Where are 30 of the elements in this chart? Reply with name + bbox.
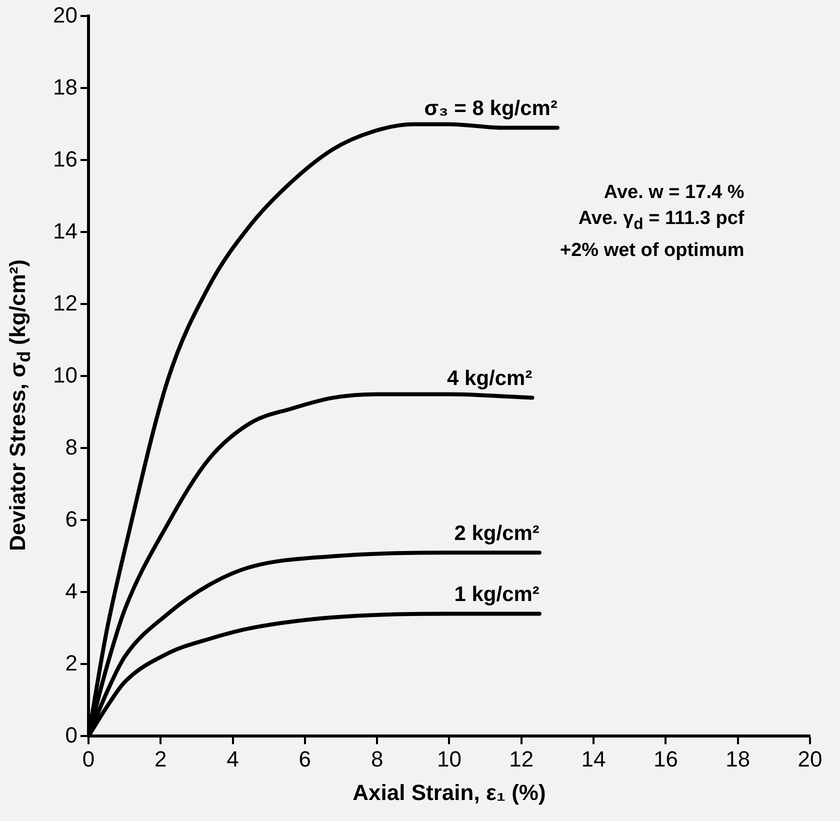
annotation: Ave. w = 17.4 % xyxy=(602,181,744,205)
annotation: Ave. γ$_{d}$ = 111.3 pcf xyxy=(577,207,744,235)
y-tick-label: 4 xyxy=(65,578,78,604)
x-tick-label: 20 xyxy=(798,746,822,772)
y-tick-label: 18 xyxy=(52,74,78,100)
x-tick-label: 14 xyxy=(581,746,606,772)
x-axis-title: Axial Strain, ε₁ (%) xyxy=(352,780,546,805)
series-label: 2 kg/cm² xyxy=(454,522,540,545)
y-tick-label: 2 xyxy=(65,650,78,676)
x-tick-label: 16 xyxy=(653,746,678,772)
y-tick-label: 8 xyxy=(65,434,78,460)
x-tick-label: 12 xyxy=(509,746,534,772)
x-tick-label: 6 xyxy=(298,746,312,772)
x-tick-label: 0 xyxy=(82,746,95,772)
y-tick-label: 14 xyxy=(52,218,78,244)
y-tick-label: 0 xyxy=(65,722,78,748)
series-label: σ₃ = 8 kg/cm² xyxy=(424,97,558,120)
x-tick-label: 8 xyxy=(370,746,384,772)
x-tick-label: 18 xyxy=(726,746,750,772)
x-tick-label: 4 xyxy=(226,746,239,772)
y-tick-label: 12 xyxy=(52,290,78,316)
y-tick-label: 16 xyxy=(52,146,78,172)
series-label: 4 kg/cm² xyxy=(447,367,532,390)
y-tick-label: 10 xyxy=(52,362,78,388)
y-tick-label: 20 xyxy=(52,2,78,28)
annotation: +2% wet of optimum xyxy=(560,238,744,263)
series-label: 1 kg/cm² xyxy=(454,583,540,606)
x-tick-label: 10 xyxy=(436,746,462,772)
x-tick-label: 2 xyxy=(154,746,167,772)
y-tick-label: 6 xyxy=(65,506,78,532)
